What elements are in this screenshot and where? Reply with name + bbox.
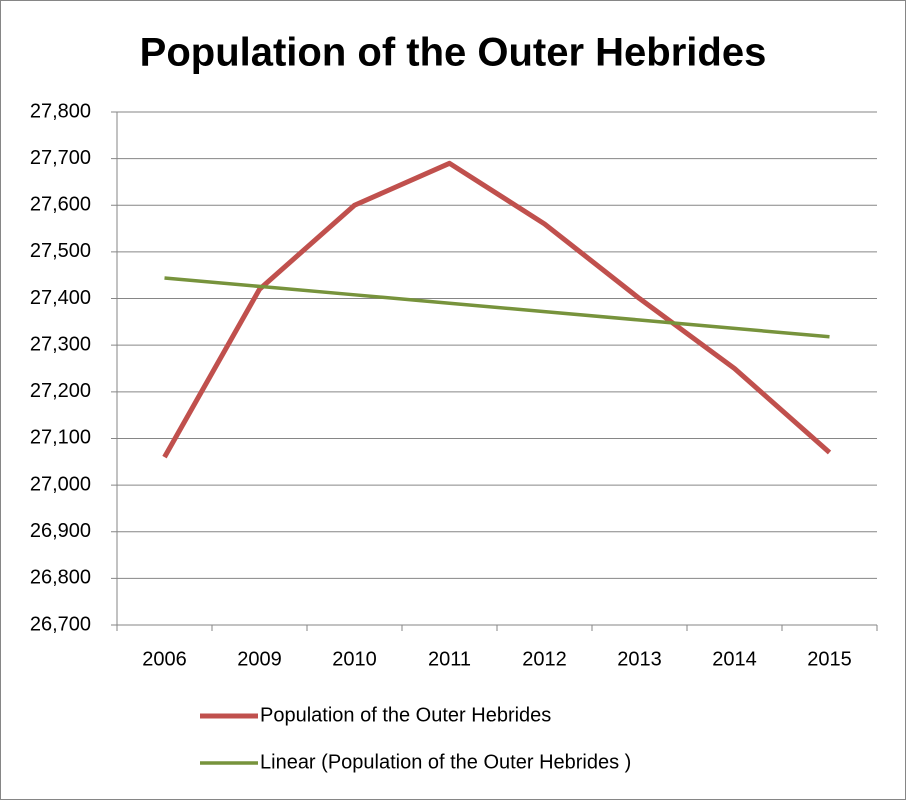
y-tick-label: 26,900 <box>30 520 91 542</box>
x-tick-label: 2011 <box>428 648 471 670</box>
y-tick-label: 26,700 <box>30 613 91 635</box>
y-tick-label: 27,700 <box>30 147 91 169</box>
x-tick-label: 2013 <box>617 648 662 670</box>
x-tick-label: 2015 <box>807 648 852 670</box>
y-tick-label: 27,200 <box>30 380 91 402</box>
y-tick-label: 27,600 <box>30 194 91 216</box>
x-tick-label: 2009 <box>237 648 282 670</box>
legend-label: Linear (Population of the Outer Hebrides… <box>260 751 631 773</box>
y-tick-label: 27,500 <box>30 240 91 262</box>
y-tick-label: 27,100 <box>30 427 91 449</box>
y-tick-label: 27,800 <box>30 100 91 122</box>
series-line <box>162 160 832 459</box>
series-line <box>164 276 830 339</box>
y-tick-label: 27,300 <box>30 333 91 355</box>
y-tick-label: 27,000 <box>30 473 91 495</box>
y-tick-label: 26,800 <box>30 567 91 589</box>
x-tick-label: 2010 <box>332 648 377 670</box>
x-tick-label: 2006 <box>142 648 187 670</box>
x-tick-label: 2012 <box>522 648 567 670</box>
chart-title: Population of the Outer Hebrides <box>140 31 767 75</box>
legend-label: Population of the Outer Hebrides <box>260 704 551 726</box>
x-tick-label: 2014 <box>712 648 757 670</box>
y-tick-label: 27,400 <box>30 287 91 309</box>
